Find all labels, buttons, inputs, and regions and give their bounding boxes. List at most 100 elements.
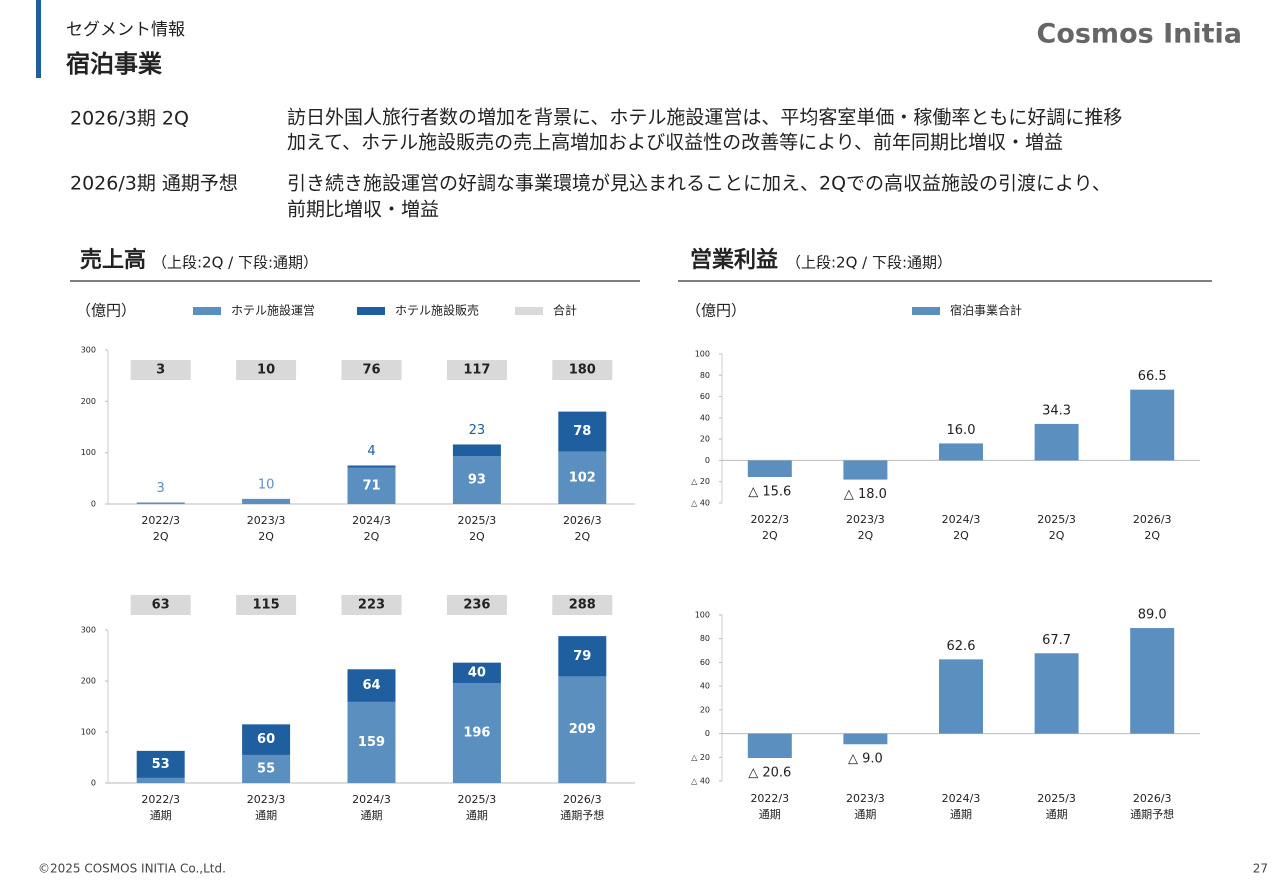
total-label: 3 xyxy=(156,363,165,378)
x-tick-label: 2Q xyxy=(762,529,778,542)
x-tick-label: 2026/3 xyxy=(563,793,602,806)
bar-segment xyxy=(347,669,396,702)
x-tick-label: 2022/3 xyxy=(141,793,180,806)
total-box xyxy=(446,595,507,615)
y-tick-label: 100 xyxy=(695,611,710,620)
legend-swatch xyxy=(912,307,940,315)
bar xyxy=(939,443,983,461)
header-title: 宿泊事業 xyxy=(66,50,162,78)
bar-segment xyxy=(452,444,501,457)
bar xyxy=(939,659,983,734)
x-tick-label: 2Q xyxy=(858,529,874,542)
x-tick-label: 2026/3 xyxy=(1133,792,1172,805)
bar xyxy=(747,460,792,478)
x-tick-label: 2Q xyxy=(469,530,485,543)
x-tick-label: 2025/3 xyxy=(1037,792,1076,805)
bar-segment xyxy=(242,754,291,783)
total-label: 117 xyxy=(463,363,490,378)
total-label: 10 xyxy=(257,363,275,378)
x-tick-label: 通期予想 xyxy=(1130,807,1174,821)
copyright: ©2025 COSMOS INITIA Co.,Ltd. xyxy=(38,862,226,876)
unit-label: （億円） xyxy=(686,302,746,320)
bar xyxy=(1034,423,1079,461)
data-label: 78 xyxy=(573,424,591,439)
y-tick-label: 100 xyxy=(81,448,96,457)
total-box xyxy=(130,360,191,380)
logo: Cosmos Initia xyxy=(1037,19,1243,50)
x-tick-label: 2Q xyxy=(953,529,969,542)
y-tick-label: 80 xyxy=(700,634,710,643)
data-label: 64 xyxy=(362,678,380,693)
data-label: 16.0 xyxy=(947,423,976,438)
x-tick-label: 通期予想 xyxy=(560,808,604,822)
data-label: 159 xyxy=(358,735,385,750)
bar-segment xyxy=(452,683,501,783)
header-category: セグメント情報 xyxy=(66,20,185,40)
data-label: △ 15.6 xyxy=(748,485,791,500)
x-tick-label: 2025/3 xyxy=(458,793,497,806)
page-number: 27 xyxy=(1253,862,1268,876)
bar xyxy=(1130,389,1175,461)
x-tick-label: 2024/3 xyxy=(942,792,981,805)
data-label: △ 18.0 xyxy=(844,487,887,502)
x-tick-label: 2Q xyxy=(153,530,169,543)
total-box xyxy=(341,595,402,615)
total-label: 180 xyxy=(569,363,596,378)
y-tick-label: △ 20 xyxy=(691,753,710,762)
data-label: 62.6 xyxy=(947,639,976,654)
bar-segment xyxy=(558,676,607,783)
x-tick-label: 通期 xyxy=(950,808,972,821)
data-label: 34.3 xyxy=(1042,403,1071,418)
y-tick-label: 60 xyxy=(700,392,710,401)
total-label: 63 xyxy=(152,598,170,613)
y-tick-label: 60 xyxy=(700,658,710,667)
y-tick-label: 100 xyxy=(81,728,96,737)
y-tick-label: 80 xyxy=(700,371,710,380)
x-tick-label: 2023/3 xyxy=(247,793,286,806)
summary-label: 2026/3期 通期予想 xyxy=(70,173,238,195)
total-box xyxy=(236,360,297,380)
x-tick-label: 通期 xyxy=(854,808,876,821)
bar xyxy=(747,733,792,758)
data-label: 40 xyxy=(468,665,486,680)
data-label: 89.0 xyxy=(1138,608,1167,623)
x-tick-label: 通期 xyxy=(1046,808,1068,821)
x-tick-label: 2025/3 xyxy=(458,514,497,527)
bar-segment xyxy=(452,456,501,504)
x-tick-label: 2Q xyxy=(1049,529,1065,542)
bar xyxy=(843,733,888,745)
x-tick-label: 通期 xyxy=(255,809,277,822)
summary-text: 加えて、ホテル施設販売の売上高増加および収益性の改善等により、前年同期比増収・増… xyxy=(287,132,1063,154)
y-tick-label: 40 xyxy=(700,682,710,691)
data-label: 209 xyxy=(569,722,596,737)
section-subtitle: （上段:2Q / 下段:通期） xyxy=(152,254,318,272)
data-label: 55 xyxy=(257,761,275,776)
bar-segment xyxy=(242,498,291,504)
bar-segment xyxy=(136,502,185,504)
x-tick-label: 2024/3 xyxy=(942,513,981,526)
summary-text: 前期比増収・増益 xyxy=(287,199,439,221)
bar-segment xyxy=(136,750,185,778)
y-tick-label: 0 xyxy=(91,500,96,509)
data-label: 71 xyxy=(362,478,380,493)
x-tick-label: 2026/3 xyxy=(1133,513,1172,526)
total-box xyxy=(552,360,613,380)
y-tick-label: △ 40 xyxy=(691,777,710,786)
total-box xyxy=(130,595,191,615)
summary-text: 引き続き施設運営の好調な事業環境が見込まれることに加え、2Qでの高収益施設の引渡… xyxy=(287,173,1111,195)
bar xyxy=(1034,653,1079,734)
bar xyxy=(1130,628,1175,734)
x-tick-label: 2022/3 xyxy=(750,513,789,526)
unit-label: （億円） xyxy=(76,302,136,320)
data-label: 102 xyxy=(569,470,596,485)
legend-label: 宿泊事業合計 xyxy=(950,303,1022,318)
bar-segment xyxy=(242,724,291,755)
legend-label: ホテル施設販売 xyxy=(395,303,479,318)
data-label: 67.7 xyxy=(1042,633,1071,648)
x-tick-label: 通期 xyxy=(759,808,781,821)
total-label: 223 xyxy=(358,598,385,613)
legend-label: 合計 xyxy=(553,303,577,318)
section-title: 売上高 xyxy=(80,247,146,273)
